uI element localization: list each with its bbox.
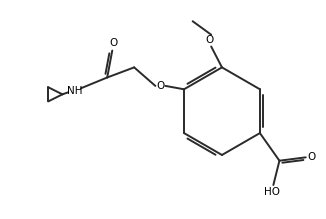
Text: O: O — [308, 152, 316, 162]
Text: O: O — [156, 81, 165, 91]
Text: NH: NH — [67, 86, 82, 96]
Text: O: O — [206, 35, 214, 45]
Text: HO: HO — [264, 187, 280, 197]
Text: O: O — [110, 38, 118, 48]
